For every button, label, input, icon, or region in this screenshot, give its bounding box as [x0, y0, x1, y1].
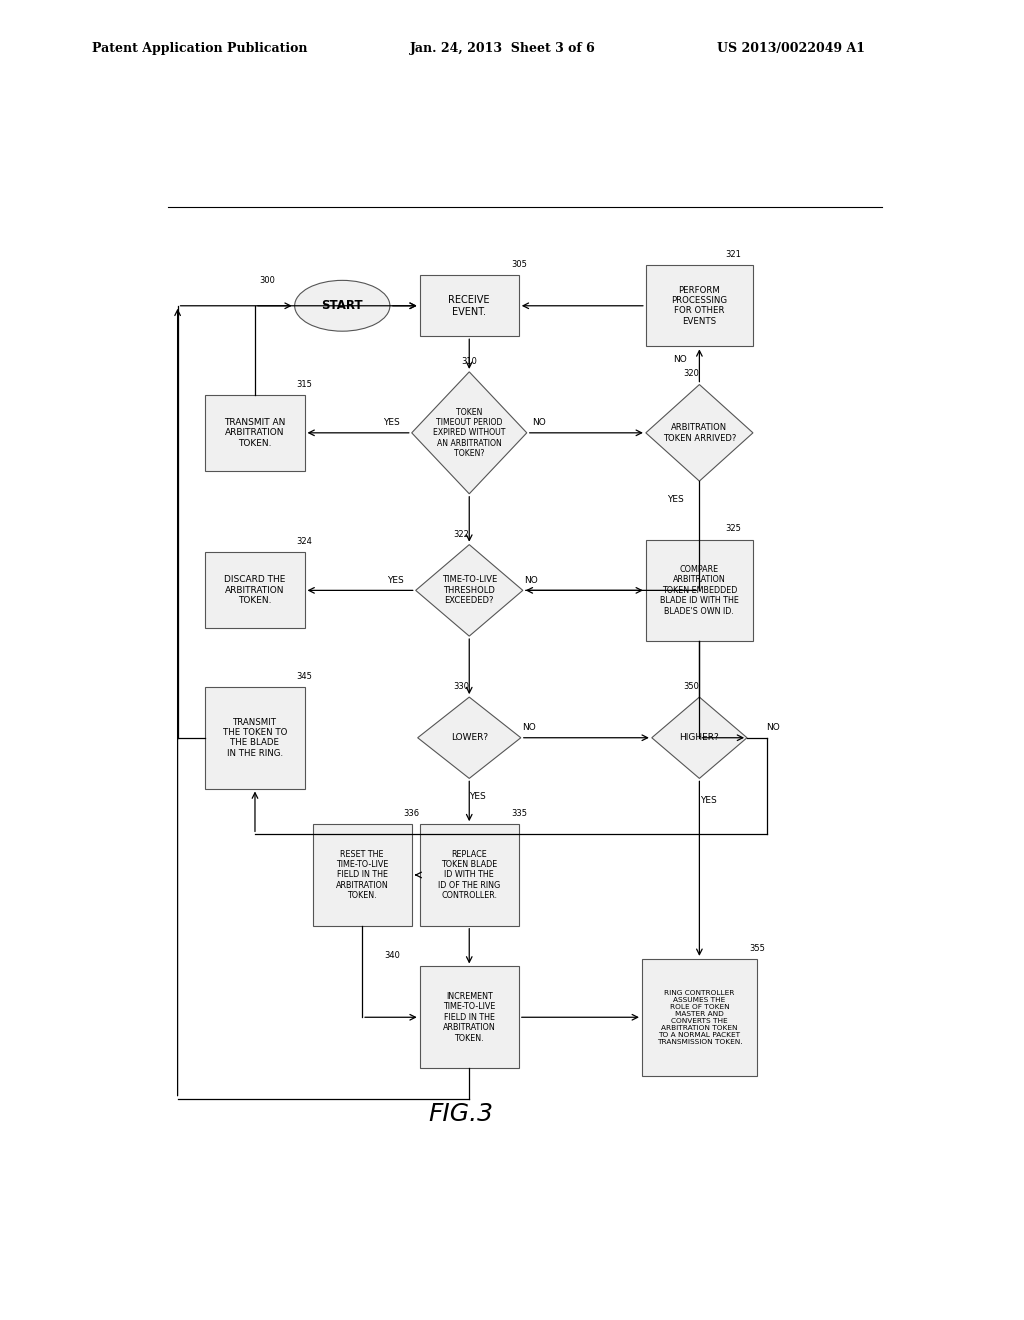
Text: 300: 300: [259, 276, 274, 285]
Text: 345: 345: [297, 672, 312, 681]
Text: REPLACE
TOKEN BLADE
ID WITH THE
ID OF THE RING
CONTROLLER.: REPLACE TOKEN BLADE ID WITH THE ID OF TH…: [438, 850, 501, 900]
Text: ARBITRATION
TOKEN ARRIVED?: ARBITRATION TOKEN ARRIVED?: [663, 424, 736, 442]
Text: NO: NO: [522, 723, 536, 733]
Polygon shape: [418, 697, 521, 779]
Text: NO: NO: [524, 576, 538, 585]
Text: 310: 310: [461, 356, 477, 366]
Text: YES: YES: [387, 576, 403, 585]
Text: YES: YES: [383, 418, 399, 428]
Text: 336: 336: [403, 809, 420, 818]
Text: US 2013/0022049 A1: US 2013/0022049 A1: [717, 42, 865, 55]
Text: 322: 322: [454, 529, 469, 539]
Text: 325: 325: [725, 524, 741, 533]
Text: RESET THE
TIME-TO-LIVE
FIELD IN THE
ARBITRATION
TOKEN.: RESET THE TIME-TO-LIVE FIELD IN THE ARBI…: [336, 850, 388, 900]
FancyBboxPatch shape: [420, 276, 519, 337]
Text: TRANSMIT AN
ARBITRATION
TOKEN.: TRANSMIT AN ARBITRATION TOKEN.: [224, 418, 286, 447]
Text: YES: YES: [668, 495, 684, 504]
Text: 321: 321: [725, 249, 741, 259]
Text: START: START: [322, 300, 364, 313]
Text: HIGHER?: HIGHER?: [680, 733, 719, 742]
Text: 315: 315: [297, 380, 312, 388]
Text: Jan. 24, 2013  Sheet 3 of 6: Jan. 24, 2013 Sheet 3 of 6: [410, 42, 595, 55]
Text: 320: 320: [684, 370, 699, 379]
Text: YES: YES: [700, 796, 717, 805]
FancyBboxPatch shape: [420, 966, 519, 1068]
Polygon shape: [651, 697, 748, 779]
Text: RING CONTROLLER
ASSUMES THE
ROLE OF TOKEN
MASTER AND
CONVERTS THE
ARBITRATION TO: RING CONTROLLER ASSUMES THE ROLE OF TOKE…: [656, 990, 742, 1044]
Text: 350: 350: [684, 682, 699, 690]
FancyBboxPatch shape: [646, 540, 753, 642]
Text: TOKEN
TIMEOUT PERIOD
EXPIRED WITHOUT
AN ARBITRATION
TOKEN?: TOKEN TIMEOUT PERIOD EXPIRED WITHOUT AN …: [433, 408, 506, 458]
FancyBboxPatch shape: [206, 686, 304, 788]
Text: INCREMENT
TIME-TO-LIVE
FIELD IN THE
ARBITRATION
TOKEN.: INCREMENT TIME-TO-LIVE FIELD IN THE ARBI…: [442, 991, 496, 1043]
Text: DISCARD THE
ARBITRATION
TOKEN.: DISCARD THE ARBITRATION TOKEN.: [224, 576, 286, 606]
Text: TRANSMIT
THE TOKEN TO
THE BLADE
IN THE RING.: TRANSMIT THE TOKEN TO THE BLADE IN THE R…: [223, 718, 287, 758]
Text: PERFORM
PROCESSING
FOR OTHER
EVENTS: PERFORM PROCESSING FOR OTHER EVENTS: [672, 285, 727, 326]
Polygon shape: [412, 372, 526, 494]
Text: COMPARE
ARBITRATION
TOKEN EMBEDDED
BLADE ID WITH THE
BLADE'S OWN ID.: COMPARE ARBITRATION TOKEN EMBEDDED BLADE…: [659, 565, 739, 615]
Text: 324: 324: [297, 537, 312, 546]
Text: 305: 305: [511, 260, 526, 269]
FancyBboxPatch shape: [312, 824, 412, 925]
Text: NO: NO: [673, 355, 686, 363]
FancyBboxPatch shape: [206, 552, 304, 628]
FancyBboxPatch shape: [642, 958, 757, 1076]
Polygon shape: [416, 545, 523, 636]
Text: 355: 355: [749, 944, 765, 953]
Polygon shape: [646, 384, 753, 480]
Text: NO: NO: [531, 418, 546, 428]
Ellipse shape: [295, 280, 390, 331]
Text: 340: 340: [384, 952, 399, 961]
Text: 330: 330: [454, 682, 469, 690]
Text: TIME-TO-LIVE
THRESHOLD
EXCEEDED?: TIME-TO-LIVE THRESHOLD EXCEEDED?: [441, 576, 497, 606]
Text: RECEIVE
EVENT.: RECEIVE EVENT.: [449, 294, 490, 317]
FancyBboxPatch shape: [646, 265, 753, 346]
FancyBboxPatch shape: [420, 824, 519, 925]
Text: LOWER?: LOWER?: [451, 733, 487, 742]
Text: 335: 335: [511, 809, 527, 818]
FancyBboxPatch shape: [206, 395, 304, 471]
Text: Patent Application Publication: Patent Application Publication: [92, 42, 307, 55]
Text: NO: NO: [766, 723, 780, 733]
Text: YES: YES: [469, 792, 485, 801]
Text: FIG.3: FIG.3: [429, 1102, 494, 1126]
